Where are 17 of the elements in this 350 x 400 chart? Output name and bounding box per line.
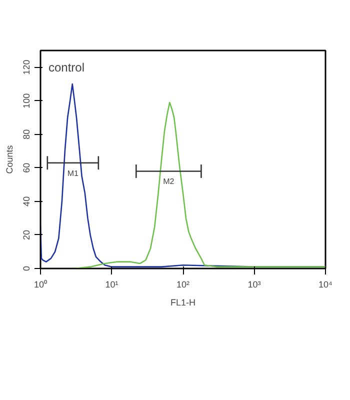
y-tick-label: 0	[22, 266, 32, 272]
annotation: control	[48, 60, 85, 74]
x-tick-label: 10²	[176, 280, 190, 290]
y-tick-label: 20	[22, 230, 32, 240]
x-axis-title: FL1-H	[170, 298, 196, 308]
x-tick-label: 10⁰	[34, 280, 48, 290]
y-tick-label: 80	[22, 129, 32, 140]
annotation: M1	[67, 168, 80, 178]
y-tick-label: 100	[22, 93, 32, 108]
x-tick-label: 10¹	[105, 280, 118, 290]
y-axis-title: Counts	[4, 144, 14, 174]
y-tick-label: 120	[22, 60, 32, 75]
y-tick-label: 40	[22, 196, 32, 206]
y-tick-label: 60	[22, 162, 32, 173]
x-tick-label: 10³	[248, 280, 261, 290]
annotation: M2	[163, 177, 175, 186]
x-tick-label: 10⁴	[318, 280, 333, 290]
